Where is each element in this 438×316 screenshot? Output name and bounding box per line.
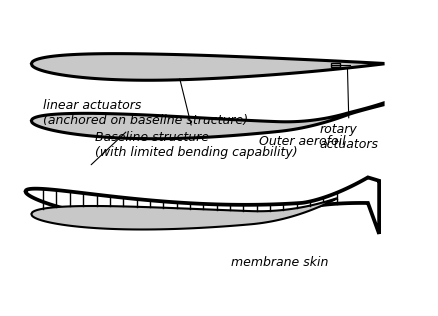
Polygon shape [25,177,379,234]
Polygon shape [32,103,383,139]
Polygon shape [32,54,383,80]
Bar [331,65,340,67]
Text: rotary
actuators: rotary actuators [320,68,379,151]
Text: Outer aerofoil: Outer aerofoil [259,135,346,148]
Text: membrane skin: membrane skin [231,256,329,269]
Text: Baseline structure
(with limited bending capability): Baseline structure (with limited bending… [95,79,297,159]
Bar [331,63,340,65]
Text: linear actuators
(anchored on baseline structure): linear actuators (anchored on baseline s… [43,100,248,165]
Polygon shape [32,198,336,229]
